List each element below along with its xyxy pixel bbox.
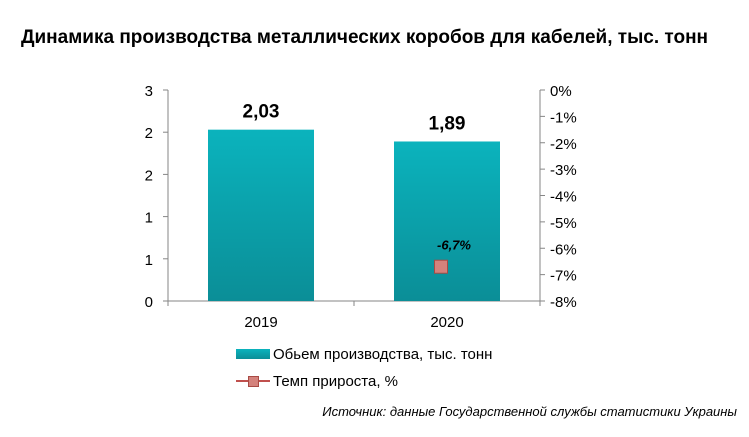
chart-plot: 0 1 1 2 2 3 0% -1% -2% -3% -4% -5% -6% -7% -8% 2019 2020… [145,83,577,331]
legend-swatch-marker [236,371,270,391]
y-right-tick-label: -7% [550,268,577,285]
chart-title: Динамика производства металлических коро… [20,27,709,48]
bar [208,129,314,301]
y-right-tick-label: -1% [550,109,577,126]
y-left-tick-label: 2 [145,125,153,142]
source-note: Источник: данные Государственной службы … [322,404,737,419]
legend-swatch-bar [236,349,270,359]
x-tick-label: 2020 [430,314,463,331]
legend-label-volume: Обьем производства, тыс. тонн [273,345,493,363]
y-left-tick-label: 2 [145,167,153,184]
y-left-tick-label: 1 [145,210,153,227]
y-right-tick-label: -6% [550,241,577,258]
legend-label-growth: Темп прироста, % [273,372,399,390]
y-right-tick-label: -5% [550,215,577,232]
bar [394,141,500,301]
legend-item-growth: Темп прироста, % [236,371,398,391]
y-left-tick-label: 0 [145,294,153,311]
y-left-tick-label: 3 [145,83,153,100]
growth-data-label: -6,7% [437,238,471,253]
y-right-tick-label: -3% [550,162,577,179]
bar-data-label: 2,03 [243,102,280,123]
y-right-tick-label: 0% [550,83,572,100]
x-tick-label: 2019 [244,314,277,331]
y-right-tick-label: -8% [550,294,577,311]
growth-point [434,259,448,274]
y-right-tick-label: -4% [550,189,577,206]
y-right-tick-label: -2% [550,136,577,153]
legend-item-volume: Обьем производства, тыс. тонн [236,344,492,364]
y-left-tick-label: 1 [145,252,153,269]
bar-data-label: 1,89 [429,113,466,134]
